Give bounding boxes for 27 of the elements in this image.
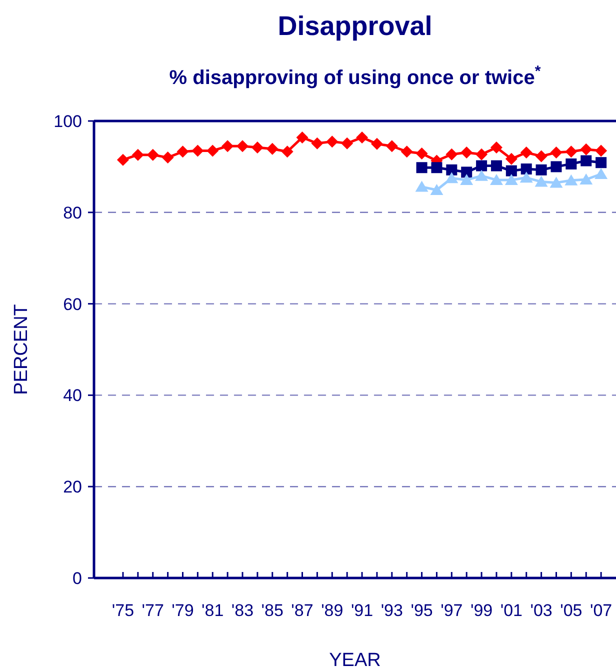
x-tick-label: '81 (202, 601, 224, 620)
x-tick-label: '97 (440, 601, 463, 620)
x-tick-label: '77 (142, 601, 164, 620)
x-axis-title: YEAR (329, 650, 381, 671)
x-tick-label: '83 (231, 601, 254, 620)
x-tick-label: '75 (112, 601, 134, 620)
x-tick-label: '07 (590, 601, 612, 620)
x-tick-label: '03 (530, 601, 552, 620)
chart-title: Disapproval (278, 11, 432, 41)
chart-subtitle: % disapproving of using once or twice$^{*}$ (169, 62, 541, 89)
y-axis-title: PERCENT (11, 304, 32, 395)
x-tick-label: '79 (172, 601, 194, 620)
x-tick-label: '85 (261, 601, 284, 620)
x-tick-label: '05 (560, 601, 582, 620)
x-tick-label: '89 (321, 601, 344, 620)
x-tick-label: '95 (410, 601, 433, 620)
y-tick-label: 0 (72, 569, 82, 588)
y-tick-label: 80 (63, 203, 82, 222)
x-tick-label: '87 (291, 601, 314, 620)
y-tick-label: 60 (63, 294, 82, 314)
y-tick-label: 20 (63, 478, 82, 497)
y-tick-label: 100 (54, 112, 82, 131)
x-tick-label: '93 (380, 601, 403, 620)
x-tick-label: '99 (470, 601, 493, 620)
x-tick-label: '91 (350, 601, 374, 620)
x-tick-label: '01 (500, 601, 522, 620)
y-tick-label: 40 (63, 386, 82, 406)
